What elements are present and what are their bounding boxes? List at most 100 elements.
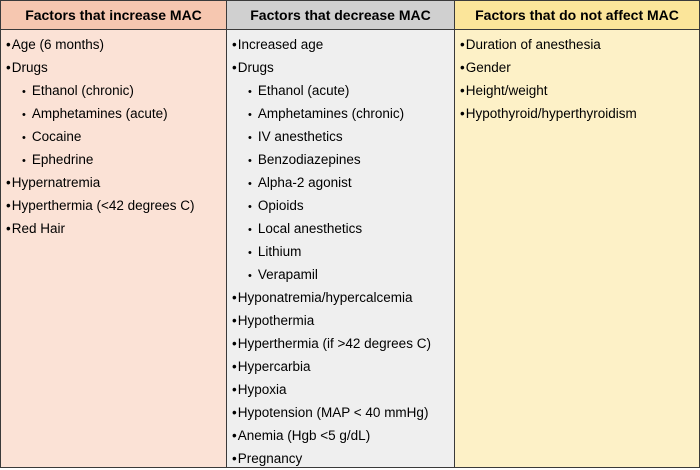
list-item-text: Hypercarbia: [237, 359, 311, 374]
sub-list-item: • Amphetamines (chronic): [227, 102, 454, 125]
bullet-icon: •: [232, 37, 237, 52]
list-item: •Red Hair: [1, 217, 226, 240]
bullet-icon: •: [232, 405, 237, 420]
list-item-text: Hypothermia: [237, 313, 315, 328]
bullet-icon: •: [6, 221, 11, 236]
bullet-icon: •: [460, 60, 465, 75]
list-item-text: Ethanol (acute): [257, 83, 350, 98]
list-item-text: Ephedrine: [31, 152, 94, 167]
sub-list-item: • Lithium: [227, 240, 454, 263]
bullet-icon: •: [6, 175, 11, 190]
list-item-text: Increased age: [237, 37, 324, 52]
list-item-text: Hyponatremia/hypercalcemia: [237, 290, 413, 305]
list-item-text: Gender: [465, 60, 511, 75]
list-item-text: Hypotension (MAP < 40 mmHg): [237, 405, 429, 420]
list-item: •Drugs: [227, 56, 454, 79]
list-item-text: Drugs: [11, 60, 48, 75]
bullet-icon: •: [232, 382, 237, 397]
column-increase-mac: •Age (6 months) •Drugs • Ethanol (chronic) •…: [0, 30, 227, 468]
list-item: •Hyperthermia (if >42 degrees C): [227, 332, 454, 355]
list-item-text: Duration of anesthesia: [465, 37, 601, 52]
sub-list-item: • Ethanol (chronic): [1, 79, 226, 102]
list-item-text: Hyperthermia (if >42 degrees C): [237, 336, 431, 351]
list-item: •Hypothyroid/hyperthyroidism: [455, 102, 699, 125]
list-item-text: Pregnancy: [237, 451, 303, 466]
bullet-icon: •: [232, 359, 237, 374]
bullet-icon: •: [248, 155, 252, 167]
bullet-icon: •: [248, 224, 252, 236]
list-item-text: Hyperthermia (<42 degrees C): [11, 198, 195, 213]
header-increase-mac: Factors that increase MAC: [0, 0, 227, 30]
list-item-text: Hypothyroid/hyperthyroidism: [465, 106, 637, 121]
sub-list-item: • Opioids: [227, 194, 454, 217]
list-item: •Hypoxia: [227, 378, 454, 401]
decrease-mac-list: •Increased age •Drugs • Ethanol (acute) • Amp…: [227, 30, 454, 470]
bullet-icon: •: [232, 313, 237, 328]
sub-list-item: • Alpha-2 agonist: [227, 171, 454, 194]
list-item: •Hypernatremia: [1, 171, 226, 194]
list-item-text: Verapamil: [257, 267, 318, 282]
list-item-text: IV anesthetics: [257, 129, 343, 144]
bullet-icon: •: [248, 132, 252, 144]
list-item-text: Cocaine: [31, 129, 82, 144]
bullet-icon: •: [22, 109, 26, 121]
bullet-icon: •: [232, 451, 237, 466]
bullet-icon: •: [248, 109, 252, 121]
list-item: •Age (6 months): [1, 33, 226, 56]
list-item-text: Red Hair: [11, 221, 66, 236]
list-item-text: Ethanol (chronic): [31, 83, 134, 98]
list-item: •Hypothermia: [227, 309, 454, 332]
list-item: •Pregnancy: [227, 447, 454, 470]
no-effect-mac-list: •Duration of anesthesia •Gender •Height/we…: [455, 30, 699, 125]
bullet-icon: •: [22, 86, 26, 98]
list-item-text: Opioids: [257, 198, 304, 213]
list-item: •Hypercarbia: [227, 355, 454, 378]
bullet-icon: •: [6, 198, 11, 213]
sub-list-item: • Local anesthetics: [227, 217, 454, 240]
bullet-icon: •: [248, 270, 252, 282]
column-no-effect-mac: •Duration of anesthesia •Gender •Height/we…: [455, 30, 700, 468]
list-item-text: Hypernatremia: [11, 175, 101, 190]
bullet-icon: •: [22, 132, 26, 144]
list-item: •Drugs: [1, 56, 226, 79]
list-item: •Hyponatremia/hypercalcemia: [227, 286, 454, 309]
column-decrease-mac: •Increased age •Drugs • Ethanol (acute) • Amp…: [227, 30, 455, 468]
list-item-text: Lithium: [257, 244, 302, 259]
list-item-text: Height/weight: [465, 83, 548, 98]
bullet-icon: •: [248, 178, 252, 190]
list-item-text: Local anesthetics: [257, 221, 363, 236]
list-item: •Hypotension (MAP < 40 mmHg): [227, 401, 454, 424]
list-item: •Duration of anesthesia: [455, 33, 699, 56]
bullet-icon: •: [460, 37, 465, 52]
sub-list-item: • Amphetamines (acute): [1, 102, 226, 125]
sub-list-item: • IV anesthetics: [227, 125, 454, 148]
bullet-icon: •: [22, 155, 26, 167]
bullet-icon: •: [248, 247, 252, 259]
list-item-text: Anemia (Hgb <5 g/dL): [237, 428, 371, 443]
bullet-icon: •: [248, 86, 252, 98]
list-item: •Increased age: [227, 33, 454, 56]
list-item-text: Benzodiazepines: [257, 152, 361, 167]
list-item-text: Drugs: [237, 60, 274, 75]
bullet-icon: •: [232, 60, 237, 75]
sub-list-item: • Benzodiazepines: [227, 148, 454, 171]
bullet-icon: •: [248, 201, 252, 213]
sub-list-item: • Verapamil: [227, 263, 454, 286]
bullet-icon: •: [6, 37, 11, 52]
list-item-text: Amphetamines (acute): [31, 106, 168, 121]
sub-list-item: • Ephedrine: [1, 148, 226, 171]
sub-list-item: • Ethanol (acute): [227, 79, 454, 102]
bullet-icon: •: [232, 428, 237, 443]
list-item-text: Amphetamines (chronic): [257, 106, 405, 121]
list-item-text: Alpha-2 agonist: [257, 175, 352, 190]
list-item: •Hyperthermia (<42 degrees C): [1, 194, 226, 217]
bullet-icon: •: [232, 290, 237, 305]
sub-list-item: • Cocaine: [1, 125, 226, 148]
list-item-text: Age (6 months): [11, 37, 105, 52]
bullet-icon: •: [460, 106, 465, 121]
bullet-icon: •: [460, 83, 465, 98]
list-item: •Height/weight: [455, 79, 699, 102]
bullet-icon: •: [6, 60, 11, 75]
list-item: •Anemia (Hgb <5 g/dL): [227, 424, 454, 447]
